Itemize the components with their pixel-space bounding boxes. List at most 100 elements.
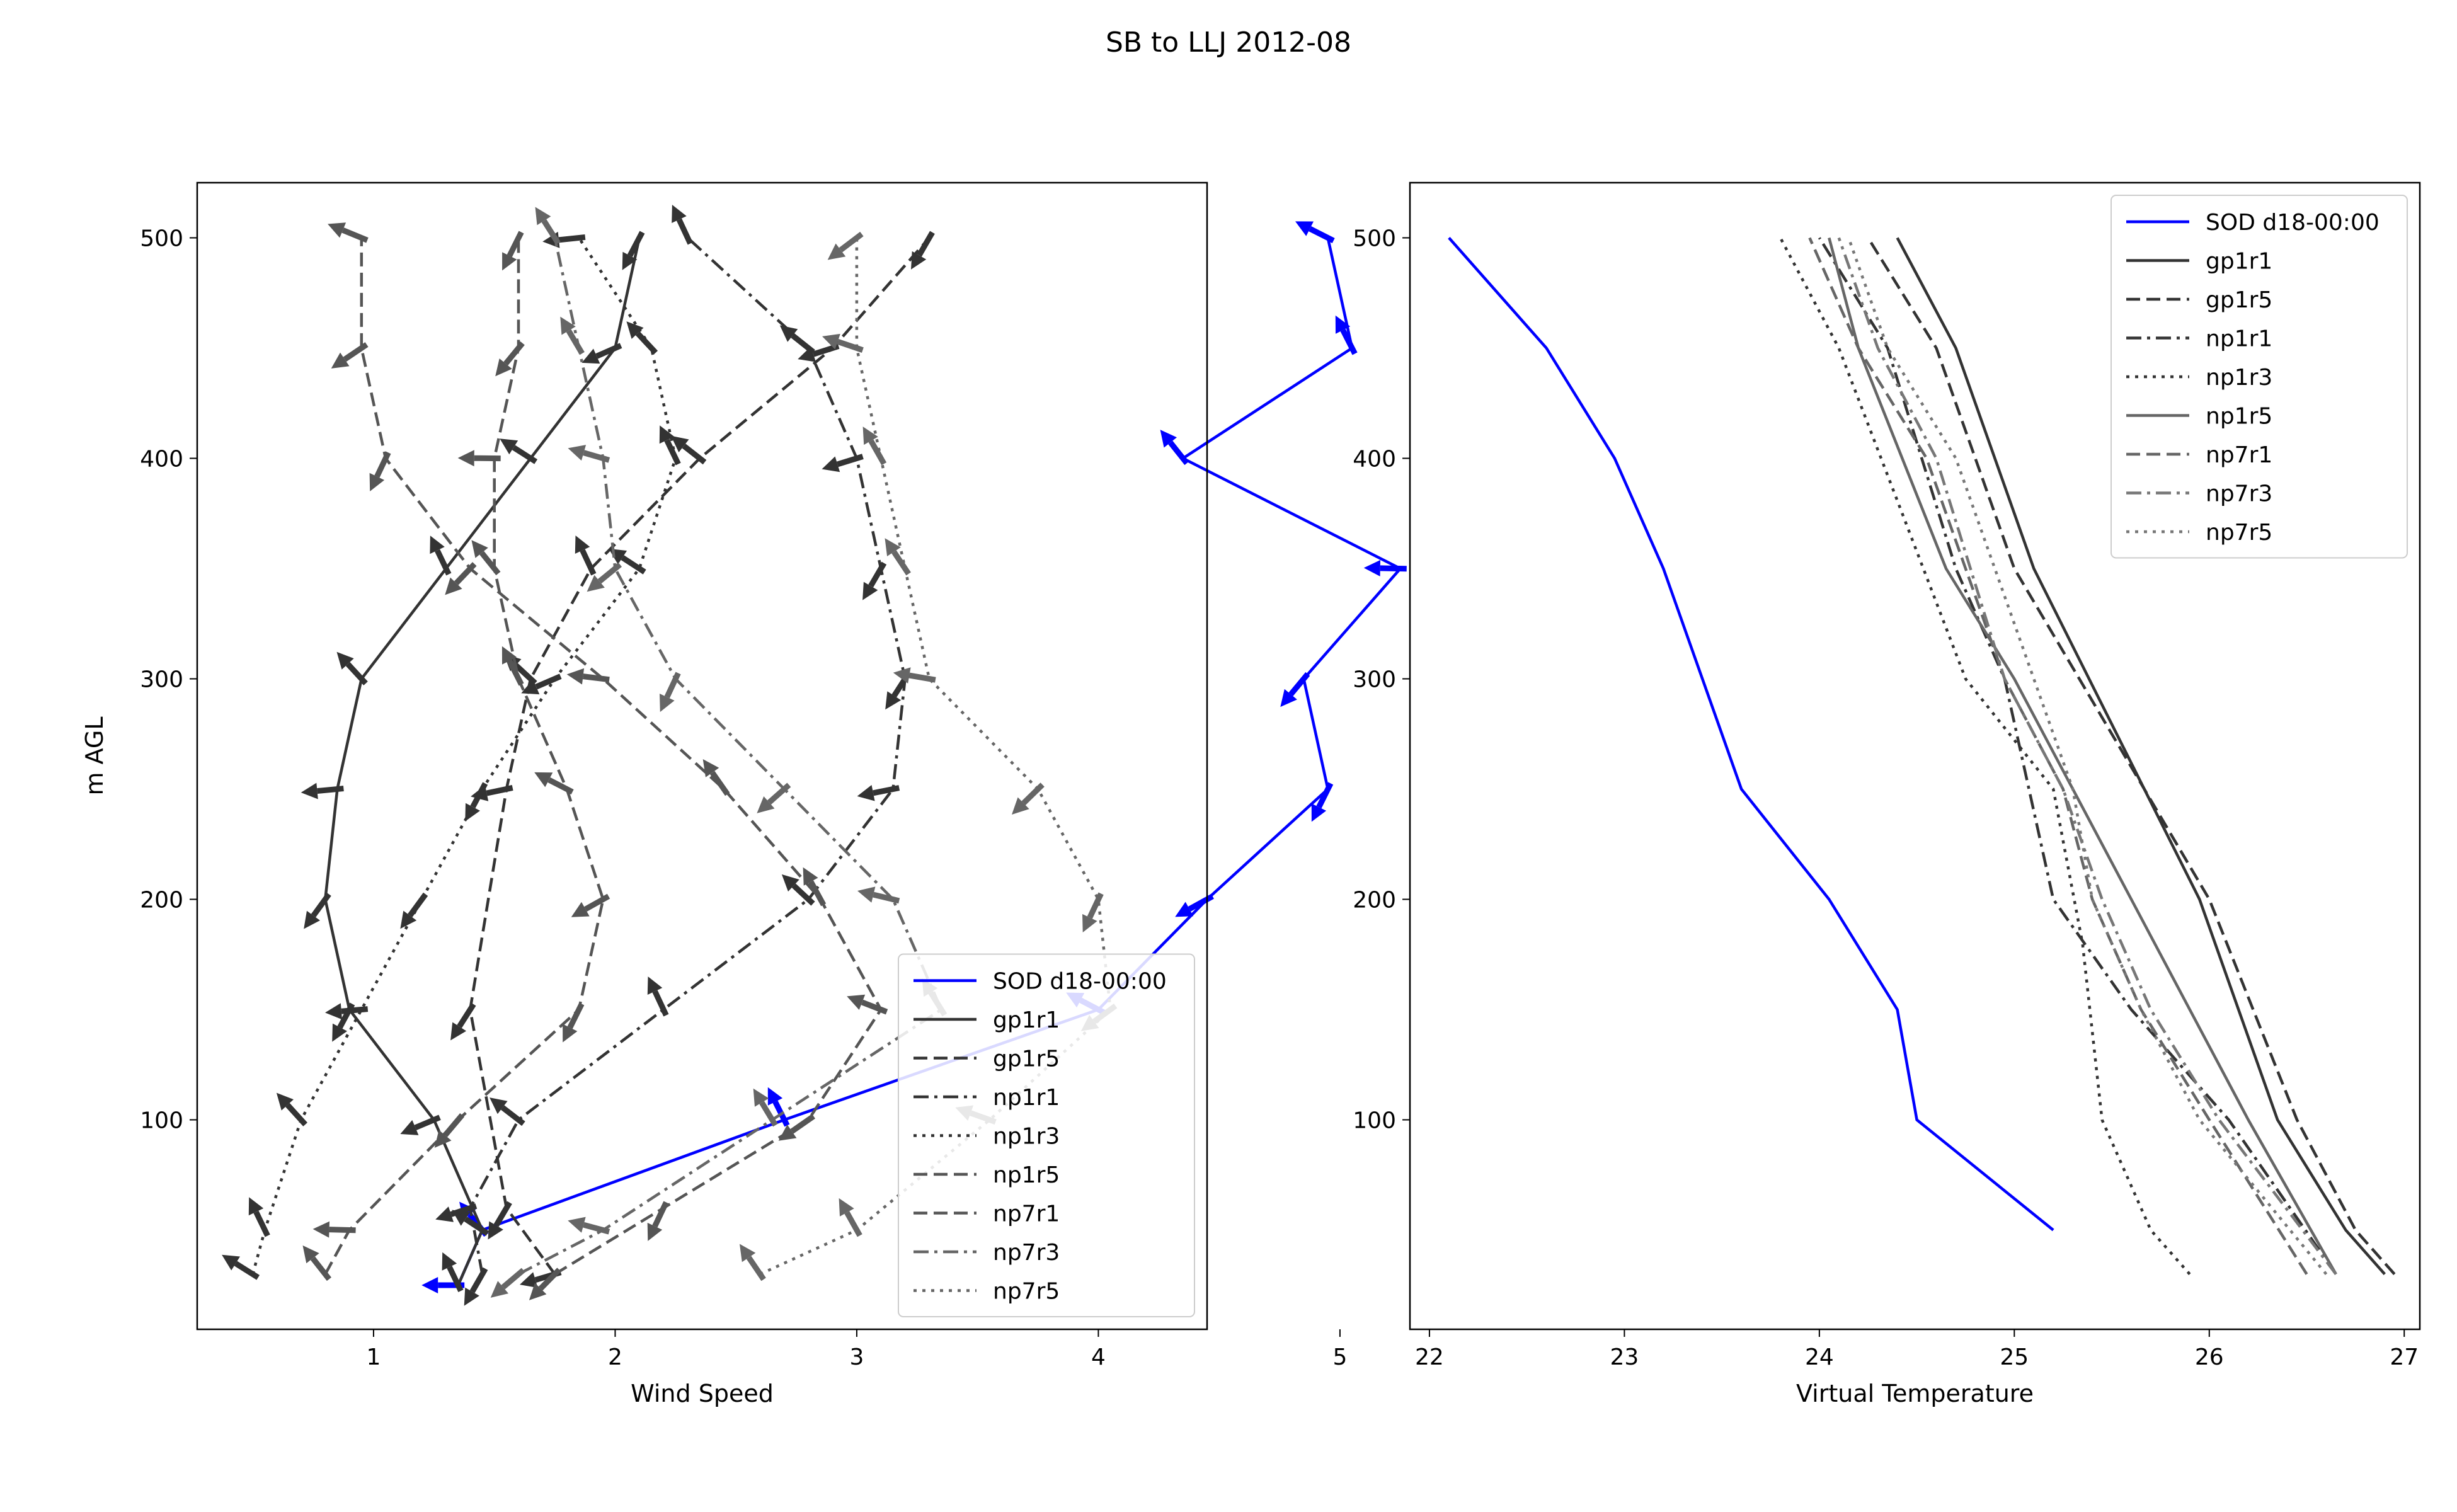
wind-arrow — [400, 1114, 441, 1135]
plot-frame — [196, 181, 1208, 1331]
wind-arrow — [400, 892, 428, 929]
wind-arrow — [521, 673, 562, 695]
wind-arrow — [312, 1221, 356, 1238]
x-tick-label: 2 — [608, 1344, 622, 1370]
wind-arrow — [847, 994, 888, 1015]
y-tick-label: 500 — [1353, 226, 1396, 252]
series-line-np7r3 — [1837, 237, 2337, 1275]
wind-arrow — [1082, 892, 1104, 932]
y-tick-label: 300 — [1353, 667, 1396, 693]
wind-arrow — [581, 343, 622, 364]
wind-arrow — [328, 222, 369, 243]
y-tick-label: 200 — [1353, 888, 1396, 914]
wind-arrow — [248, 1197, 270, 1237]
wind-arrow — [490, 1268, 525, 1298]
wind-arrow — [575, 536, 597, 576]
wind-arrow — [434, 1113, 465, 1148]
wind-arrow — [464, 1267, 488, 1306]
y-axis-label: m AGL — [81, 716, 108, 795]
legend: SOD d18-00:00 gp1r1 gp1r5 np1r1 np1r3 np1r5 np… — [2110, 195, 2408, 559]
wind-arrow — [442, 1252, 464, 1292]
legend-entry-np7r5: np7r5 — [2206, 520, 2272, 546]
x-tick-label: 3 — [849, 1344, 864, 1370]
plot-frame — [1409, 181, 2421, 1331]
wind-arrow — [563, 1002, 585, 1043]
wind-arrow — [534, 772, 574, 795]
legend-entry-sod-d18-00-00: SOD d18-00:00 — [2206, 210, 2380, 236]
series-line-np7r1 — [360, 238, 883, 1276]
wind-arrow — [302, 1245, 331, 1281]
legend-entry-np7r5: np7r5 — [993, 1279, 1060, 1305]
wind-arrow — [501, 646, 524, 686]
wind-arrow — [465, 782, 488, 822]
wind-arrow — [778, 1114, 816, 1141]
legend-entry-gp1r5: gp1r5 — [2206, 287, 2272, 313]
y-tick-label: 400 — [140, 447, 183, 472]
y-tick-label: 500 — [140, 226, 183, 252]
wind-arrow — [457, 450, 501, 467]
legend-box — [898, 953, 1195, 1317]
legend-entry-np1r3: np1r3 — [2206, 365, 2272, 391]
series-line-np7r5 — [1847, 237, 2328, 1275]
wind-arrow — [535, 207, 561, 245]
wind-arrow — [571, 893, 610, 917]
x-tick-label: 25 — [2000, 1344, 2029, 1370]
wind-arrow — [839, 1198, 862, 1237]
wind-arrow — [779, 325, 815, 355]
wind-arrow — [803, 867, 827, 907]
wind-arrow — [325, 1003, 369, 1020]
wind-arrow — [822, 454, 864, 472]
x-tick-label: 4 — [1091, 1344, 1106, 1370]
series-line-gp1r5 — [469, 237, 931, 1275]
legend-entry-np1r5: np1r5 — [993, 1162, 1060, 1188]
wind-arrow — [822, 333, 864, 353]
legend-entry-np1r3: np1r3 — [993, 1124, 1060, 1150]
wind-arrow — [1311, 782, 1334, 822]
wind-arrow — [1295, 221, 1335, 244]
x-tick-label: 26 — [2195, 1344, 2224, 1370]
wind-arrow — [1012, 782, 1045, 815]
wind-arrow — [857, 886, 900, 904]
series-line-np1r1 — [469, 236, 907, 1274]
wind-arrow — [647, 1201, 669, 1241]
wind-arrow — [369, 451, 391, 491]
wind-arrow — [660, 672, 681, 713]
series-line-gp1r1 — [1896, 237, 2386, 1275]
x-tick-label: 27 — [2390, 1344, 2419, 1370]
wind-arrow — [893, 667, 936, 684]
wind-arrow — [647, 976, 669, 1017]
wind-arrow — [301, 782, 344, 799]
legend-entry-sod-d18-00-00: SOD d18-00:00 — [993, 969, 1167, 995]
wind-arrow — [445, 562, 477, 595]
wind-arrow — [490, 1097, 525, 1126]
y-tick-label: 200 — [140, 888, 183, 914]
wind-arrow — [560, 316, 585, 355]
x-tick-label: 5 — [1332, 1344, 1347, 1370]
wind-arrow — [336, 651, 368, 685]
wind-arrow — [1280, 672, 1310, 707]
wind-arrow — [566, 668, 610, 685]
wind-arrow — [1363, 559, 1407, 576]
wind-arrow — [857, 785, 900, 801]
y-tick-label: 400 — [1353, 447, 1396, 472]
wind-arrow — [702, 759, 730, 796]
wind-arrow — [1175, 893, 1214, 917]
series-line-np7r1 — [1808, 237, 2308, 1275]
wind-arrow — [502, 231, 524, 271]
x-tick-label: 1 — [366, 1344, 381, 1370]
x-tick-label: 24 — [1805, 1344, 1834, 1370]
legend-entry-np1r1: np1r1 — [2206, 326, 2272, 352]
legend-entry-gp1r1: gp1r1 — [993, 1007, 1060, 1033]
wind-arrow — [500, 438, 538, 464]
wind-arrow — [488, 1201, 512, 1240]
wind-arrow — [304, 892, 331, 929]
y-tick-label: 100 — [1353, 1108, 1396, 1134]
wind-arrow — [430, 536, 452, 576]
legend-entry-np7r3: np7r3 — [2206, 481, 2272, 507]
series-line-sod-d18-00-00 — [1448, 237, 2054, 1232]
wind-arrow — [587, 562, 622, 592]
wind-arrow — [622, 231, 645, 270]
wind-arrow — [827, 231, 864, 260]
legend: SOD d18-00:00 gp1r1 gp1r5 np1r1 np1r3 np1r5 np… — [898, 953, 1195, 1317]
